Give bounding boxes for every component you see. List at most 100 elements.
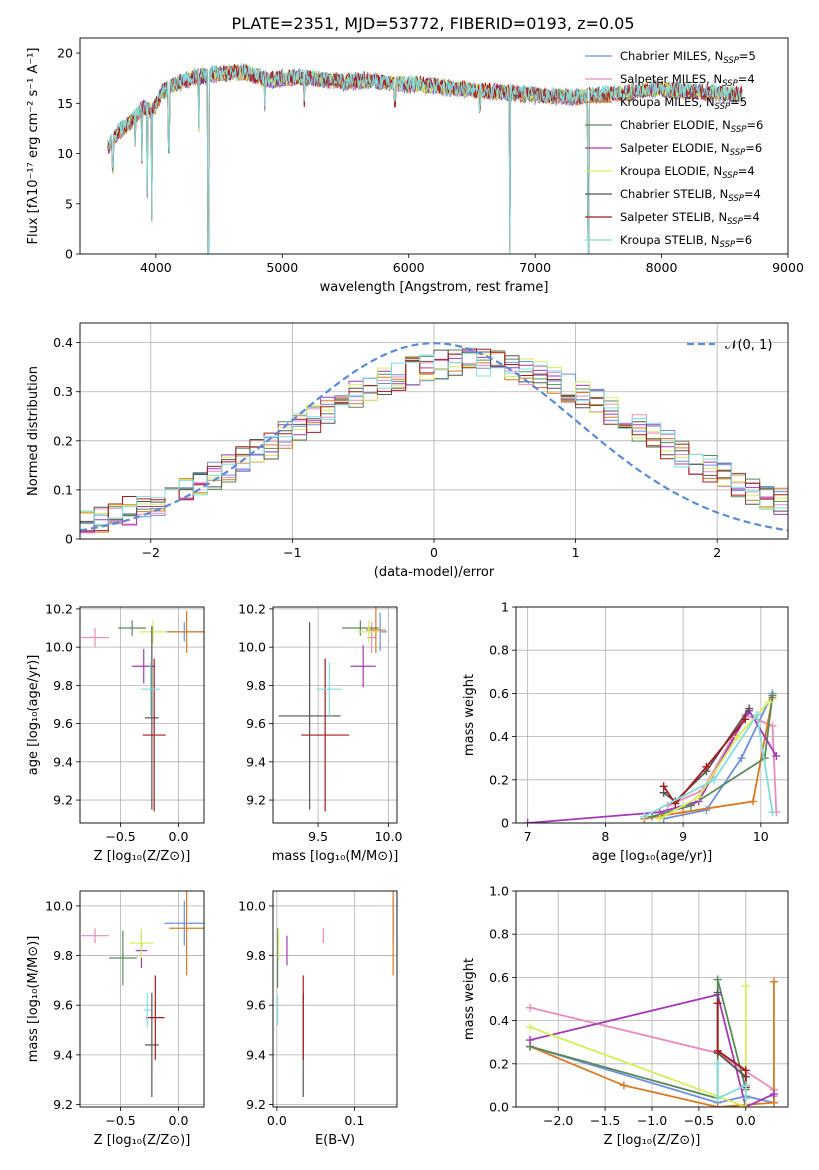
error-point-chabrier_stelib [144,992,159,1098]
error-point-kroupa_stelib [143,992,151,1028]
axes-spectrum: 4000 5000 6000 7000 8000 9000 0 5 10 15 20 waveleng… [26,37,804,295]
y-tick-label: 0.4 [489,1013,509,1028]
y-tick-label: 9.2 [246,1097,266,1112]
weight-line-kroupa_stelib [643,712,774,818]
weight-marker [741,1081,750,1090]
axes-frame [272,890,398,1108]
y-tick-label: 9.4 [246,754,266,769]
x-tick-label: 0.0 [736,1113,756,1128]
weight-marker [526,1023,535,1032]
y-tick-label: 15 [57,96,73,111]
x-tick-label: −1.0 [637,1113,667,1128]
axes-mass_age: 9.5 10.0 9.2 9.4 9.6 9.8 10.0 10.2 mass [log₁₀(M… [238,601,402,864]
y-tick-label: 0 [501,816,509,831]
y-tick-label: 0 [65,532,73,547]
y-tick-label: 0.1 [53,482,73,497]
axes-frame [272,606,398,824]
y-axis-label: Flux [fλ10⁻¹⁷ erg cm⁻² s⁻¹ A⁻¹] [26,48,41,245]
weight-marker [526,1036,535,1045]
error-point-kroupa_miles [169,891,204,976]
error-point-salpeter_stelib [142,658,166,812]
x-tick-label: −1.5 [590,1113,620,1128]
weight-marker [768,721,777,730]
y-tick-label: 10.0 [45,640,73,655]
error-point-chabrier_elodie [342,620,379,636]
y-tick-label: 10.2 [238,601,266,616]
y-tick-label: 5 [65,196,73,211]
legend-label-chabrier_stelib: Chabrier STELIB, NSSP=4 [620,187,761,204]
weight-marker [713,1059,722,1068]
x-axis-label: wavelength [Angstrom, rest frame] [320,280,549,295]
weight-line-kroupa_miles [529,981,775,1107]
weight-marker [733,732,742,741]
y-tick-label: 10.0 [45,898,73,913]
error-point-kroupa_miles [169,610,204,653]
y-tick-label: 9.4 [53,1047,73,1062]
y-tick-label: 0.2 [489,1056,509,1071]
error-point-salpeter_elodie [350,645,376,688]
y-tick-label: 0 [65,247,73,262]
x-tick-label: 0.0 [169,1113,189,1128]
legend-label-salpeter_elodie: Salpeter ELODIE, NSSP=6 [620,141,762,158]
error-point-kroupa_elodie [139,620,167,644]
plot-area-age_weight [523,689,781,823]
normal-reference-curve [80,342,788,532]
weight-marker [768,808,777,817]
axes-residuals: −2 −1 0 1 2 0 0.1 0.2 0.3 0.4 (data-model)/error No… [26,322,789,580]
x-tick-label: 2 [713,545,721,560]
weight-marker [749,797,758,806]
x-axis-label: age [log₁₀(age/yr)] [592,849,713,864]
weight-marker [713,988,722,997]
x-tick-label: 7000 [519,260,551,275]
error-point-salpeter_miles [81,928,109,944]
y-tick-label: 0.2 [489,772,509,787]
x-tick-label: 8000 [646,260,678,275]
legend-label-salpeter_stelib: Salpeter STELIB, NSSP=4 [620,210,760,227]
weight-marker [659,782,668,791]
weight-line-kroupa_stelib [716,1063,747,1100]
y-tick-label: 10.0 [238,898,266,913]
x-tick-label: 5000 [266,260,298,275]
weight-marker [768,691,777,700]
legend-label-kroupa_stelib: Kroupa STELIB, NSSP=6 [620,233,752,250]
y-tick-label: 9.8 [246,948,266,963]
plots-group: 4000 5000 6000 7000 8000 900005101520waveleng… [26,37,804,1148]
y-tick-label: 1.0 [489,884,509,899]
x-axis-label: Z [log₁₀(Z/Z⊙)] [94,849,191,864]
weight-marker [702,762,711,771]
x-tick-label: 10.0 [375,829,403,844]
x-tick-label: 7 [524,829,532,844]
weight-marker [526,1003,535,1012]
error-point-salpeter_stelib [301,658,350,812]
figure-title: PLATE=2351, MJD=53772, FIBERID=0193, z=0… [231,14,634,33]
legend-label-chabrier_elodie: Chabrier ELODIE, NSSP=6 [620,118,763,135]
weight-marker [741,1094,750,1103]
weight-line-chabrier_miles [529,1045,775,1104]
weight-marker [772,752,781,761]
weight-marker [640,812,649,821]
weight-marker [741,715,750,724]
x-axis-label: E(B-V) [315,1133,355,1148]
weight-line-chabrier_elodie [651,695,774,818]
weight-marker [769,977,778,986]
plot-area-ebv_mass [277,891,394,1098]
error-point-kroupa_elodie [357,620,381,644]
weight-marker [713,999,722,1008]
spectrum-line-kroupa_stelib [107,62,743,254]
plot-area-spectrum [107,62,743,254]
histogram-kroupa_stelib [80,353,788,525]
y-tick-label: 0.6 [489,970,509,985]
plot-area-z_mass [81,891,204,1098]
plot-area-z_weight [526,975,778,1107]
y-tick-label: 0.4 [53,335,73,350]
x-tick-label: 0 [430,545,438,560]
x-axis-label: (data-model)/error [374,565,495,580]
x-tick-label: 10 [753,829,769,844]
weight-line-salpeter_stelib [716,1003,747,1088]
axes-frame [79,890,205,1108]
error-point-kroupa_stelib [141,662,160,716]
x-axis-label: Z [log₁₀(Z/Z⊙)] [94,1133,191,1148]
weight-marker [769,1098,778,1107]
x-tick-label: 0.0 [169,829,189,844]
y-tick-label: 9.4 [53,754,73,769]
